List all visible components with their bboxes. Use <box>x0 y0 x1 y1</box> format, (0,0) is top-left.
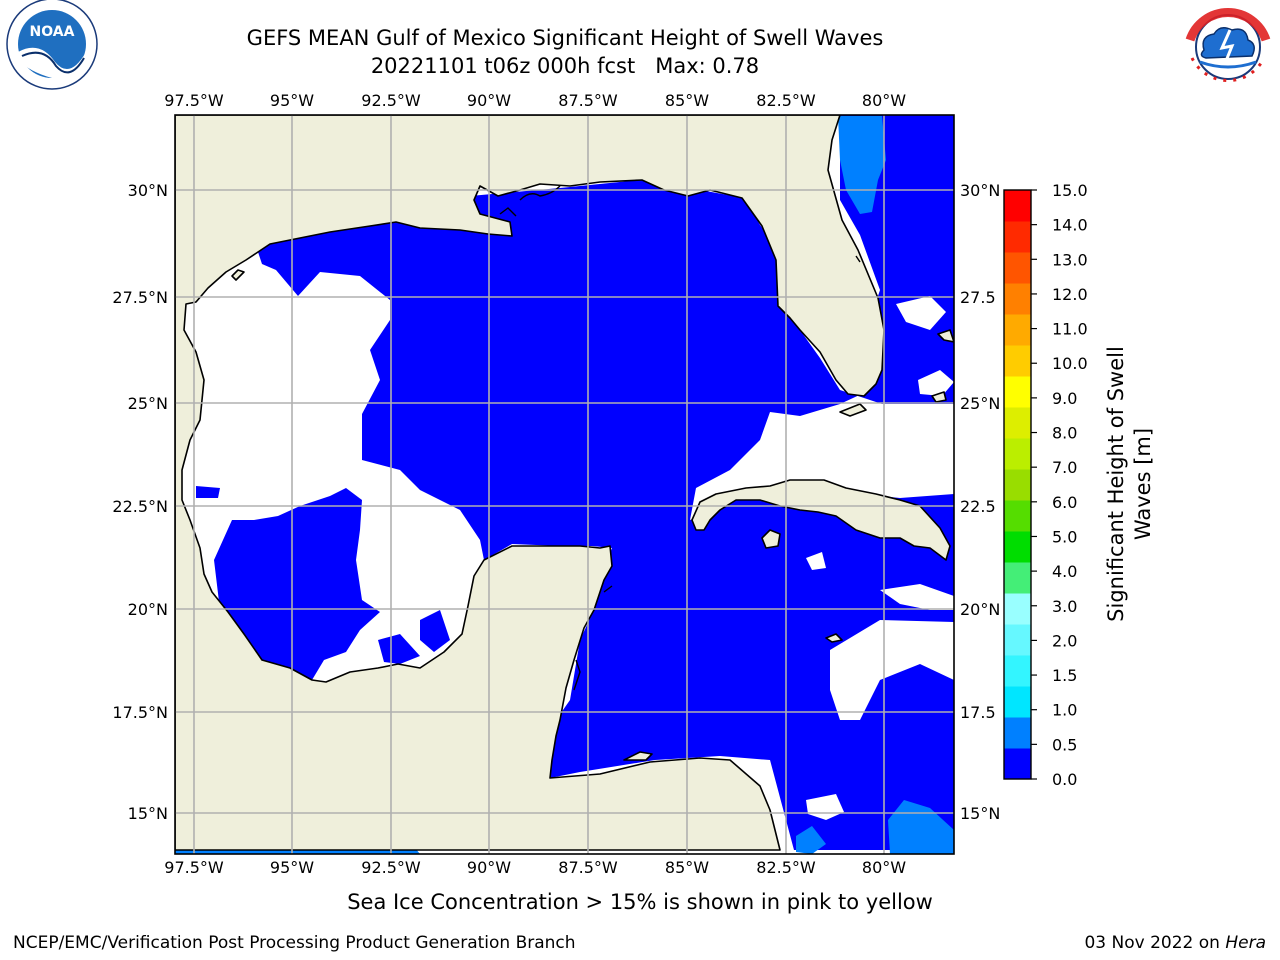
colorbar-tick-label: 13.0 <box>1052 250 1088 269</box>
colorbar-swatch <box>1004 221 1031 253</box>
run-date: 03 Nov 2022 on Hera <box>1084 933 1266 953</box>
colorbar-swatch <box>1004 252 1031 284</box>
colorbar-swatch <box>1004 531 1031 563</box>
colorbar-label-line2: Waves [m] <box>1131 428 1155 540</box>
colorbar-swatch <box>1004 686 1031 718</box>
colorbar-tick-label: 8.0 <box>1052 424 1077 443</box>
lon-tick-label: 82.5°W <box>756 91 816 110</box>
colorbar-tick-label: 3.0 <box>1052 597 1077 616</box>
nws-logo <box>1181 0 1275 94</box>
land-masses <box>175 115 954 851</box>
lat-tick-label: 17.5°N <box>112 703 168 722</box>
colorbar-swatch <box>1004 593 1031 625</box>
colorbar-swatch <box>1004 500 1031 532</box>
colorbar-swatch <box>1004 624 1031 656</box>
lon-tick-label: 97.5°W <box>164 858 224 877</box>
colorbar-swatch <box>1004 748 1031 780</box>
chart-subtitle: 20221101 t06z 000h fcst Max: 0.78 <box>370 54 760 78</box>
lat-tick-label: 17.5 <box>960 703 996 722</box>
colorbar-label-line1: Significant Height of Swell <box>1104 346 1128 622</box>
map-frame <box>174 114 955 855</box>
lon-tick-label: 90°W <box>467 858 511 877</box>
map-area <box>175 115 954 854</box>
lon-tick-label: 90°W <box>467 91 511 110</box>
lon-ticks-bottom: 97.5°W 95°W 92.5°W 90°W 87.5°W 85°W 82.5… <box>164 858 906 877</box>
lat-tick-label: 20°N <box>960 600 1000 619</box>
colorbar-swatch <box>1004 283 1031 315</box>
lat-tick-label: 27.5°N <box>112 288 168 307</box>
colorbar-swatch <box>1004 314 1031 346</box>
lon-tick-label: 95°W <box>270 91 314 110</box>
sea-ice-note: Sea Ice Concentration > 15% is shown in … <box>347 890 933 914</box>
colorbar-tick-label: 1.0 <box>1052 701 1077 720</box>
colorbar-frame <box>1003 189 1032 780</box>
colorbar-swatch <box>1004 407 1031 439</box>
colorbar-swatch <box>1004 717 1031 749</box>
lat-tick-label: 22.5 <box>960 497 996 516</box>
lat-tick-label: 15°N <box>128 804 168 823</box>
noaa-logo-text: NOAA <box>30 24 75 40</box>
colorbar-swatch <box>1004 345 1031 377</box>
lon-tick-label: 92.5°W <box>361 858 421 877</box>
colorbar-swatch <box>1004 562 1031 594</box>
credit-text: NCEP/EMC/Verification Post Processing Pr… <box>13 933 576 953</box>
swell-field-low <box>196 115 954 850</box>
lon-ticks-top: 97.5°W 95°W 92.5°W 90°W 87.5°W 85°W 82.5… <box>164 91 906 110</box>
colorbar: 0.0 0.5 1.0 1.5 2.0 3.0 4.0 5.0 6.0 7.0 8.0 9.0 10.0… <box>1003 181 1088 789</box>
lat-ticks-left: 30°N 27.5°N 25°N 22.5°N 20°N 17.5°N 15°N <box>112 181 168 823</box>
lat-tick-label: 30°N <box>128 181 168 200</box>
colorbar-tick-label: 9.0 <box>1052 389 1077 408</box>
map-gridlines <box>175 115 954 854</box>
run-machine: Hera <box>1225 933 1266 953</box>
colorbar-swatch <box>1004 376 1031 408</box>
colorbar-tick-label: 0.0 <box>1052 770 1077 789</box>
run-date-text: 03 Nov 2022 on <box>1084 933 1220 953</box>
colorbar-swatch <box>1004 469 1031 501</box>
lat-tick-label: 22.5°N <box>112 497 168 516</box>
noaa-logo: NOAA <box>6 0 98 90</box>
colorbar-tick-label: 6.0 <box>1052 493 1077 512</box>
lat-tick-label: 20°N <box>128 600 168 619</box>
lat-tick-label: 25°N <box>960 394 1000 413</box>
lon-tick-label: 92.5°W <box>361 91 421 110</box>
swell-field-gaps <box>410 296 954 820</box>
colorbar-tick-label: 5.0 <box>1052 527 1077 546</box>
colorbar-tick-label: 14.0 <box>1052 216 1088 235</box>
chart-title: GEFS MEAN Gulf of Mexico Significant Hei… <box>246 26 884 50</box>
colorbar-tick-label: 4.0 <box>1052 562 1077 581</box>
lat-tick-label: 27.5 <box>960 288 996 307</box>
lon-tick-label: 87.5°W <box>558 858 618 877</box>
lon-tick-label: 85°W <box>665 91 709 110</box>
colorbar-tick-label: 0.5 <box>1052 735 1077 754</box>
lon-tick-label: 95°W <box>270 858 314 877</box>
lat-ticks-right: 30°N 27.5 25°N 22.5 20°N 17.5 15°N <box>960 181 1000 823</box>
colorbar-tick-label: 10.0 <box>1052 354 1088 373</box>
lon-tick-label: 82.5°W <box>756 858 816 877</box>
colorbar-tick-label: 12.0 <box>1052 285 1088 304</box>
colorbar-tick-label: 2.0 <box>1052 631 1077 650</box>
colorbar-tick-label: 11.0 <box>1052 320 1088 339</box>
lat-tick-label: 15°N <box>960 804 1000 823</box>
colorbar-tick-label: 15.0 <box>1052 181 1088 200</box>
colorbar-swatch <box>1004 655 1031 687</box>
colorbar-swatch <box>1004 438 1031 470</box>
colorbar-tick-label: 1.5 <box>1052 666 1077 685</box>
colorbar-swatch <box>1004 190 1031 222</box>
lat-tick-label: 30°N <box>960 181 1000 200</box>
lon-tick-label: 80°W <box>862 91 906 110</box>
lat-tick-label: 25°N <box>128 394 168 413</box>
lon-tick-label: 97.5°W <box>164 91 224 110</box>
colorbar-tick-label: 7.0 <box>1052 458 1077 477</box>
lon-tick-label: 80°W <box>862 858 906 877</box>
lon-tick-label: 85°W <box>665 858 709 877</box>
lon-tick-label: 87.5°W <box>558 91 618 110</box>
